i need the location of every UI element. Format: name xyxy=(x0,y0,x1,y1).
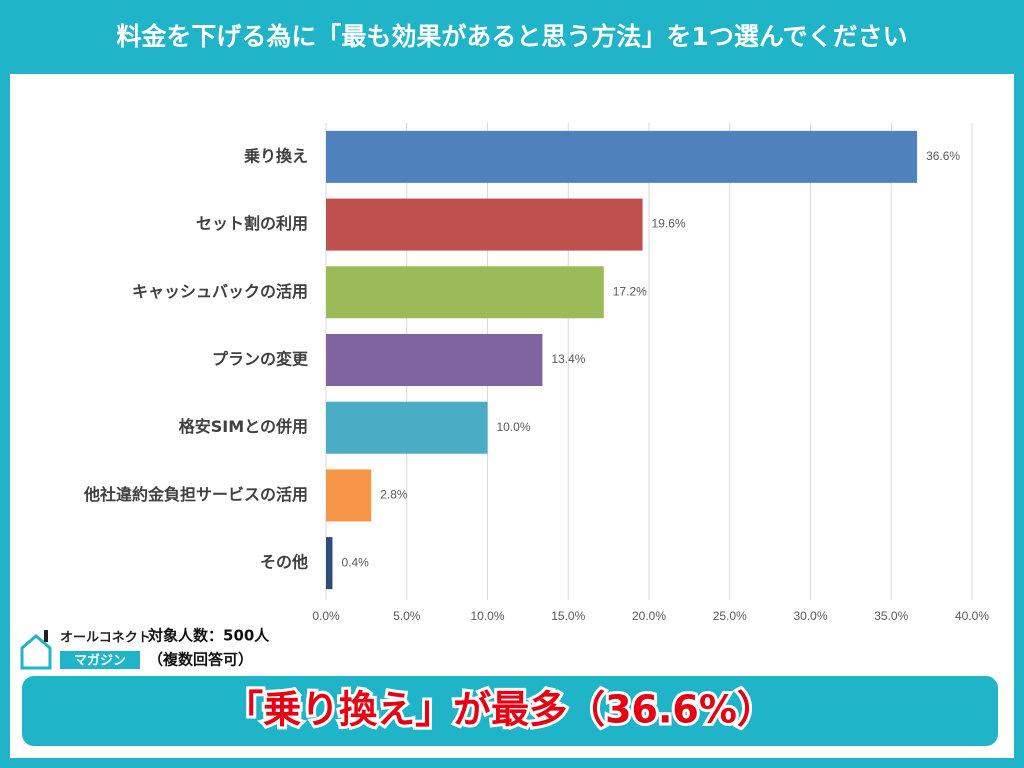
callout: 「乗り換え」が最多（36.6%） xyxy=(225,688,775,732)
bar xyxy=(326,130,918,183)
bar xyxy=(326,198,643,251)
bar xyxy=(326,334,543,386)
y-tick-label: キャッシュバックの活用 xyxy=(132,282,308,301)
y-tick-label: その他 xyxy=(260,553,308,572)
chart-title: 料金を下げる為に「最も効果があると思う方法」を1つ選んでください xyxy=(116,22,907,51)
x-tick-label: 0.0% xyxy=(312,609,340,623)
panel xyxy=(10,74,1014,758)
y-tick-label: 乗り換え xyxy=(244,146,308,165)
sample-note: （複数回答可） xyxy=(148,651,253,669)
y-tick-label: プランの変更 xyxy=(212,350,309,369)
x-tick-label: 40.0% xyxy=(955,609,989,623)
bar xyxy=(326,537,333,590)
value-label: 36.6% xyxy=(926,149,960,163)
y-tick-label: 格安SIMとの併用 xyxy=(179,417,308,436)
sample-size: 対象人数：500人 xyxy=(147,627,270,645)
logo-badge xyxy=(60,651,140,669)
bar xyxy=(326,469,372,522)
x-tick-label: 25.0% xyxy=(713,609,747,623)
value-label: 13.4% xyxy=(551,352,585,366)
x-tick-label: 30.0% xyxy=(793,609,827,623)
y-tick-label: セット割の利用 xyxy=(196,214,308,233)
value-label: 10.0% xyxy=(497,420,531,434)
x-tick-label: 15.0% xyxy=(551,609,585,623)
bar xyxy=(326,401,488,454)
value-label: 0.4% xyxy=(341,555,369,569)
logo-name: オールコネクト xyxy=(60,631,151,646)
x-tick-label: 10.0% xyxy=(470,609,504,623)
logo-icon xyxy=(20,634,52,670)
x-tick-label: 20.0% xyxy=(632,609,666,623)
x-tick-label: 35.0% xyxy=(874,609,908,623)
y-tick-label: 他社違約金負担サービスの活用 xyxy=(83,485,308,504)
logo: オールコネクト マガジン 対象人数：500人 （複数回答可） xyxy=(20,627,270,670)
x-tick-label: 5.0% xyxy=(393,609,421,623)
plot: 0.0% 5.0% 10.0% 15.0% 20.0% 25.0% 30.0% 35.0% 40… xyxy=(83,123,989,623)
value-label: 17.2% xyxy=(613,284,647,298)
logo-sub: マガジン xyxy=(74,654,126,669)
callout-box xyxy=(22,676,998,746)
logo-icon xyxy=(44,630,48,642)
value-label: 2.8% xyxy=(380,488,408,502)
bar xyxy=(326,266,604,319)
value-label: 19.6% xyxy=(652,217,686,231)
